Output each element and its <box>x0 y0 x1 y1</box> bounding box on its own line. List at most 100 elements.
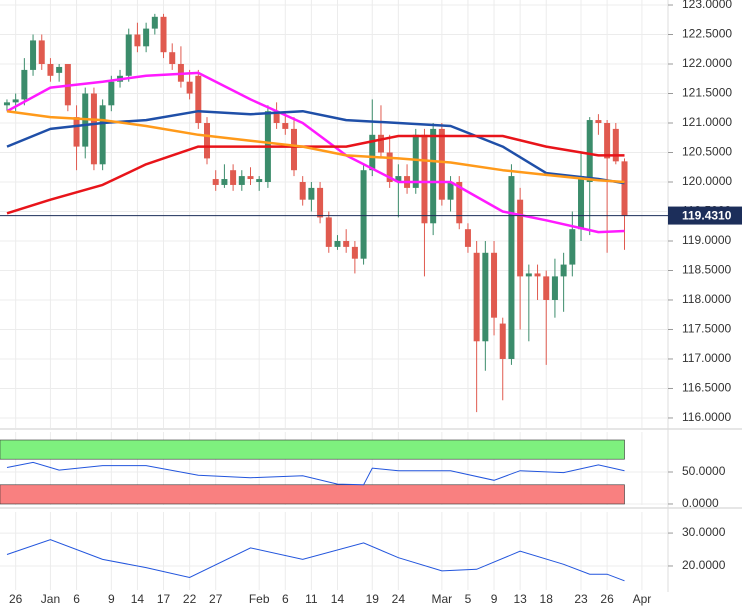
candle-body <box>586 120 593 182</box>
x-tick-label: 26 <box>600 592 614 606</box>
candle-body <box>517 199 524 277</box>
candle-body <box>151 16 158 29</box>
moving-average <box>6 134 625 215</box>
candle-body <box>186 81 193 94</box>
candle-body <box>569 229 576 265</box>
y-tick-label: 120.5000 <box>682 145 732 159</box>
candle-body <box>412 134 419 188</box>
candle-body <box>308 187 315 200</box>
candle-body <box>551 276 558 300</box>
candle-body <box>369 134 376 171</box>
y-tick-label: 119.0000 <box>682 233 731 247</box>
y-tick-label: 117.0000 <box>682 351 731 365</box>
candle-body <box>360 170 367 259</box>
y-tick-label: 0.0000 <box>682 496 719 510</box>
candle-body <box>230 170 237 185</box>
x-tick-label: 23 <box>574 592 588 606</box>
candle-body <box>456 181 463 224</box>
candle-body <box>543 276 550 300</box>
candle-body <box>334 240 341 247</box>
zone <box>0 439 625 460</box>
y-tick-label: 20.0000 <box>682 558 726 572</box>
y-tick-label: 50.0000 <box>682 464 726 478</box>
x-tick-label: 9 <box>108 592 115 606</box>
y-tick-label: 116.5000 <box>682 381 731 395</box>
x-tick-label: 26 <box>9 592 23 606</box>
x-tick-label: 6 <box>282 592 289 606</box>
zone <box>0 484 625 505</box>
candle-body <box>212 179 219 185</box>
y-tick-label: 118.0000 <box>682 292 731 306</box>
y-tick-label: 121.0000 <box>682 115 732 129</box>
candle-body <box>73 117 80 147</box>
y-tick-label: 118.5000 <box>682 263 731 277</box>
candle-body <box>395 176 402 182</box>
candle-body <box>30 40 37 70</box>
candle-body <box>525 273 532 277</box>
candle-body <box>499 323 506 359</box>
candle-body <box>238 176 245 185</box>
candle-body <box>125 34 132 76</box>
x-tick-label: 19 <box>366 592 380 606</box>
candle-body <box>90 93 97 165</box>
x-tick-label: 5 <box>465 592 472 606</box>
candle-body <box>386 152 393 182</box>
x-tick-label: 27 <box>209 592 223 606</box>
candle-body <box>595 120 602 124</box>
candle-body <box>482 252 489 342</box>
moving-average <box>6 109 625 184</box>
x-tick-label: 22 <box>183 592 197 606</box>
candle-body <box>273 111 280 124</box>
candle-body <box>430 128 437 224</box>
candle-body <box>56 66 63 73</box>
candle-body <box>143 28 150 47</box>
y-tick-label: 117.5000 <box>682 322 731 336</box>
x-tick-label: 6 <box>73 592 80 606</box>
candle-body <box>604 123 611 159</box>
candle-body <box>447 181 454 200</box>
candle-body <box>134 34 141 47</box>
x-tick-label: 18 <box>540 592 554 606</box>
candle-body <box>47 64 54 76</box>
candle-body <box>351 246 358 259</box>
x-tick-label: 24 <box>392 592 406 606</box>
y-tick-label: 121.5000 <box>682 86 732 100</box>
candle-body <box>421 134 428 224</box>
candle-body <box>256 179 263 182</box>
candle-body <box>38 40 45 65</box>
candle-body <box>317 187 324 218</box>
candle-body <box>221 179 228 185</box>
x-tick-label: Mar <box>432 592 453 606</box>
candle-body <box>491 252 498 318</box>
x-tick-label: 14 <box>331 592 345 606</box>
candle-body <box>325 217 332 247</box>
candle-body <box>560 264 567 277</box>
y-tick-label: 116.0000 <box>682 410 731 424</box>
candle-body <box>377 134 384 153</box>
candle-body <box>247 176 254 180</box>
y-tick-label: 30.0000 <box>682 525 726 539</box>
candle-body <box>299 181 306 200</box>
candle-body <box>621 161 628 216</box>
x-tick-label: Feb <box>249 592 270 606</box>
candle-body <box>169 52 176 65</box>
x-tick-label: 9 <box>491 592 498 606</box>
y-tick-label: 122.0000 <box>682 56 732 70</box>
x-tick-label: 11 <box>305 592 318 606</box>
candle-body <box>108 81 115 106</box>
indicator-line <box>6 461 625 486</box>
y-tick-label: 123.0000 <box>682 0 732 11</box>
candle-body <box>195 75 202 124</box>
candle-body <box>160 16 167 53</box>
candle-body <box>343 240 350 247</box>
x-tick-label: Jan <box>41 592 60 606</box>
candle-body <box>464 229 471 247</box>
candle-body <box>21 69 28 100</box>
candle-body <box>3 102 10 106</box>
candle-body <box>290 128 297 171</box>
candle-body <box>282 123 289 129</box>
y-tick-label: 120.0000 <box>682 174 732 188</box>
